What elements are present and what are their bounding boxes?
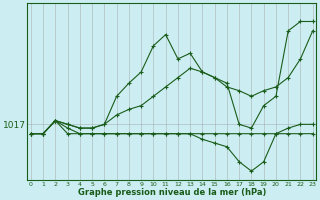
X-axis label: Graphe pression niveau de la mer (hPa): Graphe pression niveau de la mer (hPa) [77, 188, 266, 197]
